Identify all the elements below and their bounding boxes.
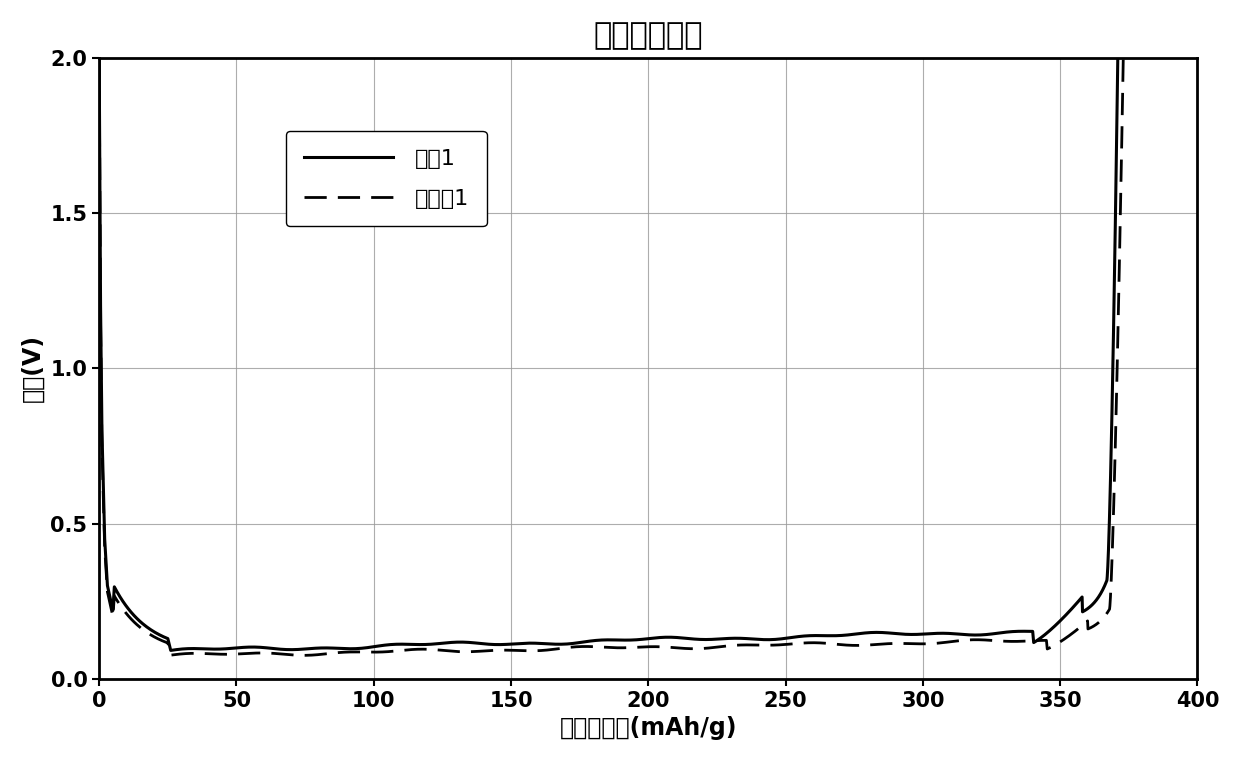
对比1	[92, 53, 107, 62]
实施例1	[92, 53, 107, 62]
实施例1	[304, 651, 319, 660]
实施例1	[1116, 53, 1131, 62]
对比1	[164, 646, 179, 655]
Y-axis label: 电压(V): 电压(V)	[21, 334, 45, 403]
对比1	[1100, 570, 1115, 579]
实施例1	[1101, 607, 1116, 616]
Line: 对比1: 对比1	[99, 58, 1117, 651]
Legend: 对比1, 实施例1: 对比1, 实施例1	[286, 131, 487, 227]
实施例1	[295, 651, 310, 660]
Title: 比容量曲线图: 比容量曲线图	[594, 21, 703, 49]
对比1	[303, 644, 317, 653]
对比1	[1097, 580, 1112, 589]
对比1	[412, 640, 427, 649]
实施例1	[417, 645, 432, 654]
实施例1	[1054, 636, 1069, 645]
实施例1	[175, 649, 190, 658]
Line: 实施例1: 实施例1	[99, 58, 1123, 655]
对比1	[177, 645, 192, 654]
对比1	[1043, 625, 1058, 634]
实施例1	[1102, 596, 1117, 605]
对比1	[1110, 53, 1125, 62]
X-axis label: 石墨比容量(mAh/g): 石墨比容量(mAh/g)	[559, 716, 737, 740]
